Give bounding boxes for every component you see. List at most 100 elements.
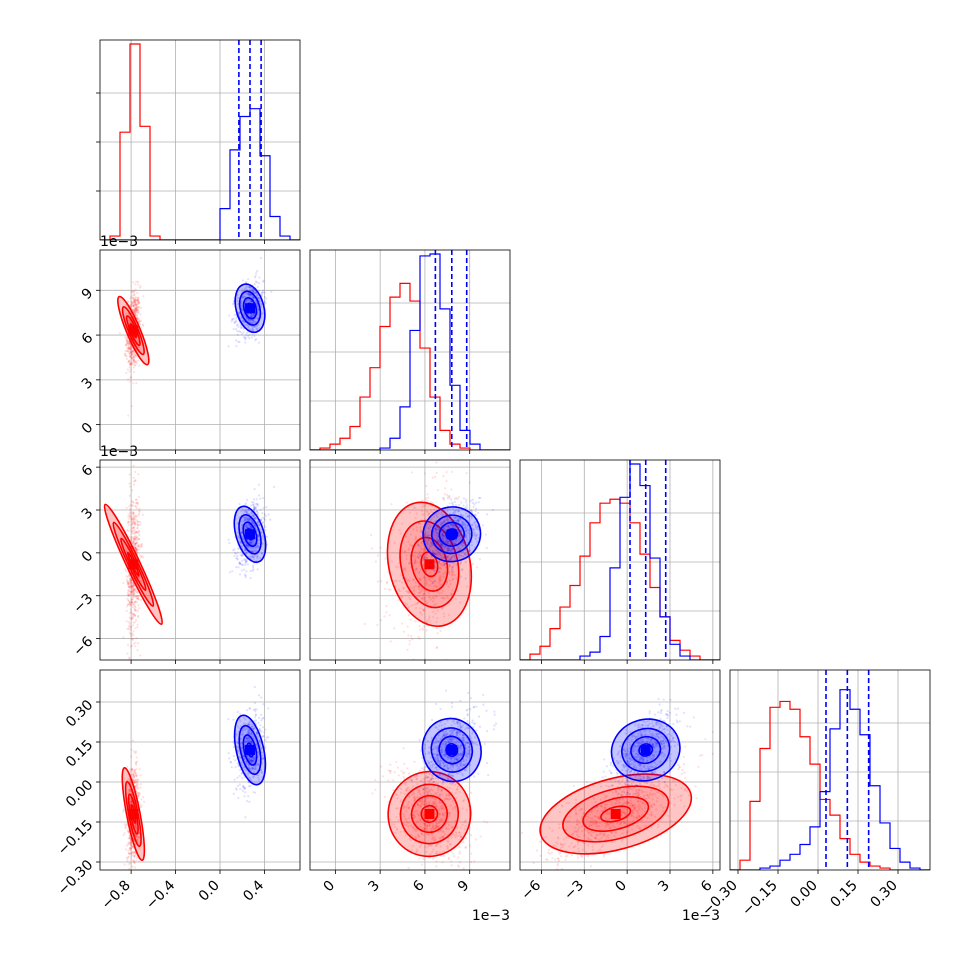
sample-point (251, 288, 254, 291)
sample-point (128, 578, 131, 582)
sample-point (437, 581, 440, 584)
sample-point (446, 518, 449, 521)
sample-point (425, 579, 428, 582)
sample-point (269, 518, 272, 521)
sample-point (134, 853, 137, 857)
sample-point (136, 779, 139, 782)
sample-point (253, 516, 256, 520)
sample-point (240, 305, 243, 308)
sample-point (133, 518, 136, 521)
sample-point (464, 560, 467, 564)
sample-point (138, 595, 141, 598)
sample-point (253, 716, 257, 719)
sample-point (124, 848, 127, 851)
sample-point (423, 504, 426, 507)
sample-point (135, 306, 138, 309)
sample-point (465, 534, 468, 537)
sample-point (135, 856, 139, 859)
sample-point (478, 496, 481, 500)
sample-point (255, 316, 258, 320)
sample-point (128, 788, 131, 792)
sample-point (233, 554, 236, 558)
sample-point (408, 511, 412, 514)
sample-point (133, 592, 136, 595)
sample-point (443, 520, 446, 523)
sample-point (253, 325, 256, 329)
sample-point (245, 317, 248, 320)
sample-point (432, 610, 435, 613)
sample-point (134, 300, 137, 303)
sample-point (137, 502, 140, 506)
sample-point (257, 494, 261, 497)
sample-point (465, 515, 468, 518)
sample-point (440, 596, 443, 599)
sample-point (427, 512, 431, 515)
sample-point (425, 510, 428, 513)
sample-point (134, 547, 137, 550)
sample-point (441, 606, 444, 609)
sample-point (445, 518, 448, 522)
sample-point (246, 563, 249, 566)
sample-point (251, 294, 254, 298)
sample-point (428, 545, 431, 548)
sample-point (257, 545, 260, 548)
sample-point (455, 519, 458, 522)
sample-point (257, 520, 260, 523)
sample-point (443, 510, 447, 513)
sample-point (127, 350, 130, 353)
sample-point (442, 544, 445, 548)
sample-point (433, 508, 436, 511)
sample-point (426, 621, 429, 625)
sample-point (132, 304, 135, 307)
sample-point (426, 540, 429, 544)
sample-point (128, 780, 131, 783)
sample-point (390, 503, 393, 506)
sample-point (405, 554, 408, 557)
panel-frame (309, 249, 511, 451)
sample-point (459, 575, 462, 578)
sample-point (237, 340, 240, 343)
sample-point (257, 323, 260, 326)
sample-point (237, 547, 240, 550)
sample-point (265, 297, 268, 300)
sample-point (241, 785, 245, 788)
sample-point (440, 542, 443, 546)
sample-point (134, 518, 137, 521)
sample-point (452, 523, 456, 526)
sample-point (468, 549, 471, 552)
sample-point (136, 291, 139, 295)
sample-point (264, 301, 267, 304)
sample-point (128, 517, 131, 520)
sample-point (468, 549, 471, 552)
sample-point (252, 289, 255, 293)
sample-point (475, 534, 478, 538)
sample-point (440, 557, 443, 560)
sample-point (441, 514, 445, 517)
sample-point (250, 501, 254, 504)
sample-point (137, 786, 140, 790)
sample-point (257, 542, 260, 545)
sample-point (445, 595, 449, 598)
sample-point (131, 597, 134, 601)
sample-point (245, 517, 249, 520)
sample-point (413, 588, 416, 591)
sample-point (132, 511, 135, 515)
sample-point (448, 512, 451, 515)
sample-point (406, 648, 409, 651)
sample-point (370, 547, 374, 550)
sample-point (262, 289, 265, 292)
sample-point (414, 557, 417, 560)
sample-point (465, 501, 468, 504)
sample-point (477, 511, 480, 515)
sample-point (128, 790, 131, 793)
sample-point (132, 354, 135, 358)
sample-point (254, 545, 258, 548)
sample-point (238, 502, 241, 506)
sample-point (414, 620, 417, 623)
sample-point (134, 752, 137, 755)
sample-point (131, 845, 134, 848)
sample-point (432, 675, 434, 677)
sample-point (445, 470, 448, 474)
sample-point (130, 591, 133, 594)
sample-point (133, 584, 136, 588)
